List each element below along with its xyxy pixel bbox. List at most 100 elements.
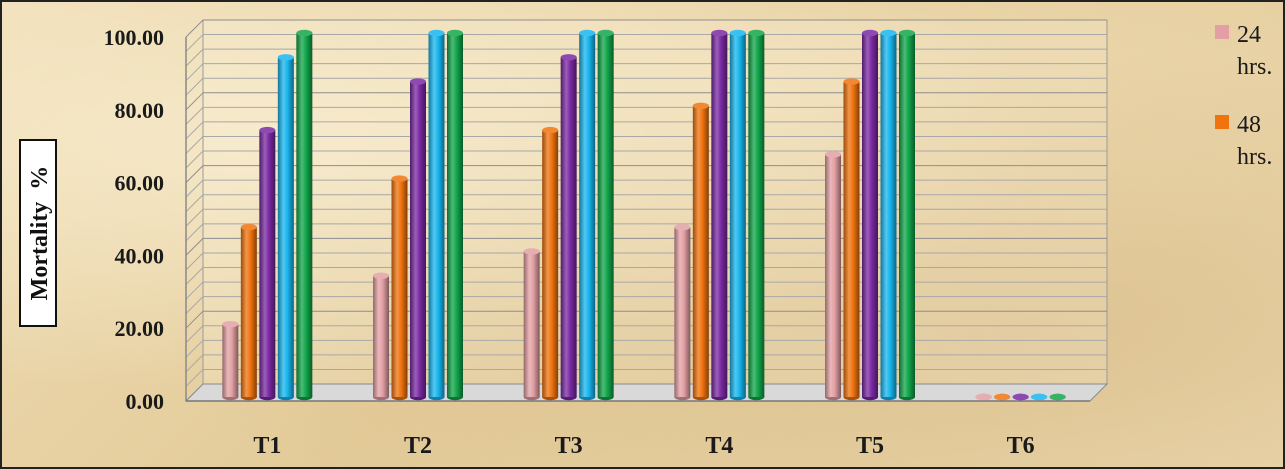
bar-body: [825, 154, 841, 397]
bar-top: [410, 78, 426, 85]
legend-label-line2: hrs.: [1237, 144, 1272, 170]
bar: [1012, 393, 1029, 401]
bar-top: [748, 29, 765, 37]
plot-back-wall: [202, 19, 1108, 385]
bar: [222, 321, 239, 401]
bar: [259, 126, 276, 401]
bar: [899, 29, 915, 401]
bar: [825, 151, 841, 401]
gridline-side: [185, 19, 204, 38]
legend: 24 hrs. 48 hrs.: [1215, 22, 1272, 170]
bar-top: [862, 29, 878, 37]
bar: [674, 223, 691, 401]
bar-body: [523, 251, 540, 397]
gridline-side: [185, 165, 204, 183]
bar: [975, 393, 992, 401]
bar-body: [862, 33, 878, 397]
bar-body: [240, 227, 257, 397]
bar-top: [597, 29, 614, 37]
bar: [597, 29, 614, 401]
bar-body: [391, 178, 408, 397]
bar-body: [579, 33, 596, 397]
bar: [296, 29, 313, 401]
bar: [277, 54, 294, 401]
bar-top: [277, 54, 294, 61]
y-tick-labels: 0.00 20.00 40.00 60.00 80.00 100.00: [104, 25, 165, 414]
bar-body: [899, 33, 915, 397]
bar: [843, 78, 860, 401]
x-tick-label: T1: [253, 433, 281, 459]
bar-top: [240, 223, 257, 231]
bar: [542, 126, 559, 401]
gridline-side: [185, 136, 204, 154]
legend-label: 24: [1237, 22, 1261, 48]
x-tick-label: T6: [1007, 433, 1035, 459]
gridline-side: [185, 252, 204, 271]
legend-label: 48: [1237, 112, 1261, 138]
bar-top: [880, 29, 897, 37]
bar-top: [579, 29, 596, 37]
bar-top: [975, 393, 992, 401]
y-tick-label: 60.00: [115, 171, 165, 196]
bar-body: [597, 33, 614, 397]
y-tick-label: 20.00: [115, 316, 165, 341]
legend-swatch: [1215, 115, 1229, 129]
x-tick-labels: T1 T2 T3 T4 T5 T6: [253, 433, 1034, 459]
bar-body: [296, 33, 313, 397]
gridline-side: [185, 310, 204, 329]
bar: [692, 102, 709, 401]
bar-body: [542, 130, 559, 397]
bar-top: [825, 151, 841, 158]
x-tick-label: T2: [404, 433, 432, 459]
bar-top: [373, 272, 389, 279]
bar: [1031, 393, 1048, 401]
gridline-side: [185, 325, 204, 344]
bar: [579, 29, 596, 401]
gridline-side: [185, 281, 204, 300]
bar-body: [711, 33, 728, 397]
gridline-side: [185, 223, 204, 242]
bar-body: [277, 57, 294, 397]
y-tick-label: 0.00: [126, 389, 165, 414]
bar-body: [373, 275, 389, 397]
bar-top: [222, 321, 239, 328]
bar-top: [523, 248, 540, 255]
bar-body: [447, 33, 463, 397]
bar-body: [674, 227, 691, 397]
bar-top: [560, 54, 577, 61]
bar-top: [391, 175, 408, 182]
gridline-side: [185, 63, 204, 82]
bar-top: [994, 393, 1011, 401]
bar-top: [674, 223, 691, 231]
y-tick-label: 40.00: [115, 243, 165, 268]
bar-top: [542, 126, 559, 134]
bar-top: [711, 29, 728, 37]
y-tick-label: 100.00: [104, 25, 165, 50]
gridline-side: [185, 354, 204, 373]
bar-top: [692, 102, 709, 110]
bar-top: [428, 29, 445, 37]
bar-top: [447, 29, 463, 37]
bar-top: [1049, 393, 1066, 401]
gridline-side: [185, 369, 204, 387]
gridline-side: [185, 238, 204, 256]
bar-body: [428, 33, 445, 397]
gridline-side: [185, 92, 204, 111]
bar: [862, 29, 878, 401]
y-axis-title-text: Mortality %: [27, 166, 53, 301]
y-axis-title: Mortality %: [19, 139, 57, 327]
bar: [1049, 393, 1066, 401]
x-tick-label: T3: [555, 433, 583, 459]
bar-body: [843, 81, 860, 397]
gridline-side: [185, 48, 204, 67]
plot-floor: [184, 383, 1109, 402]
gridline-side: [185, 339, 204, 358]
bar-top: [843, 78, 860, 85]
gridline-side: [185, 150, 204, 169]
gridline-side: [185, 34, 204, 52]
gridline-side: [185, 194, 204, 213]
legend-swatch: [1215, 25, 1229, 39]
bar: [711, 29, 728, 401]
gridline-side: [185, 77, 204, 96]
y-axis-title-box: [19, 139, 57, 327]
